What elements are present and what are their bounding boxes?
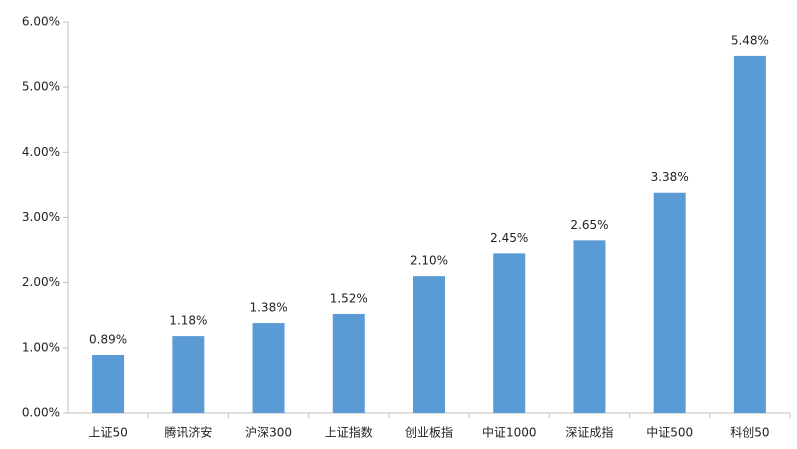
value-label: 3.38% [651, 170, 689, 184]
bar [252, 323, 285, 413]
value-label: 1.38% [249, 301, 287, 315]
value-label: 1.18% [169, 314, 207, 328]
bar [172, 336, 205, 413]
value-label: 2.65% [570, 218, 608, 232]
value-label: 0.89% [89, 333, 127, 347]
x-tick-label: 深证成指 [565, 425, 613, 440]
x-tick-label: 上证指数 [325, 425, 373, 440]
bar [493, 253, 526, 413]
bar [573, 240, 606, 413]
value-label: 2.45% [490, 231, 528, 245]
y-tick-label: 5.00% [22, 80, 60, 94]
y-tick-label: 2.00% [22, 275, 60, 289]
x-tick-label: 创业板指 [405, 425, 453, 440]
x-tick-label: 科创50 [730, 426, 769, 440]
value-label: 2.10% [410, 254, 448, 268]
x-tick-label: 中证500 [646, 425, 693, 440]
x-tick-label: 沪深300 [245, 426, 292, 440]
bar [653, 192, 686, 413]
x-tick-label: 上证50 [88, 426, 127, 440]
bar [733, 55, 766, 414]
y-tick-label: 4.00% [22, 145, 60, 159]
y-tick-label: 3.00% [22, 210, 60, 224]
y-tick-label: 1.00% [22, 340, 60, 354]
x-tick-label: 中证1000 [482, 425, 537, 440]
y-tick-label: 0.00% [22, 406, 60, 420]
value-label: 5.48% [731, 33, 769, 47]
value-label: 1.52% [330, 291, 368, 305]
x-tick-label: 腾讯济安 [164, 425, 212, 440]
bar [413, 276, 445, 413]
bar [332, 313, 365, 413]
y-tick-label: 6.00% [22, 15, 60, 29]
bar [92, 355, 125, 413]
